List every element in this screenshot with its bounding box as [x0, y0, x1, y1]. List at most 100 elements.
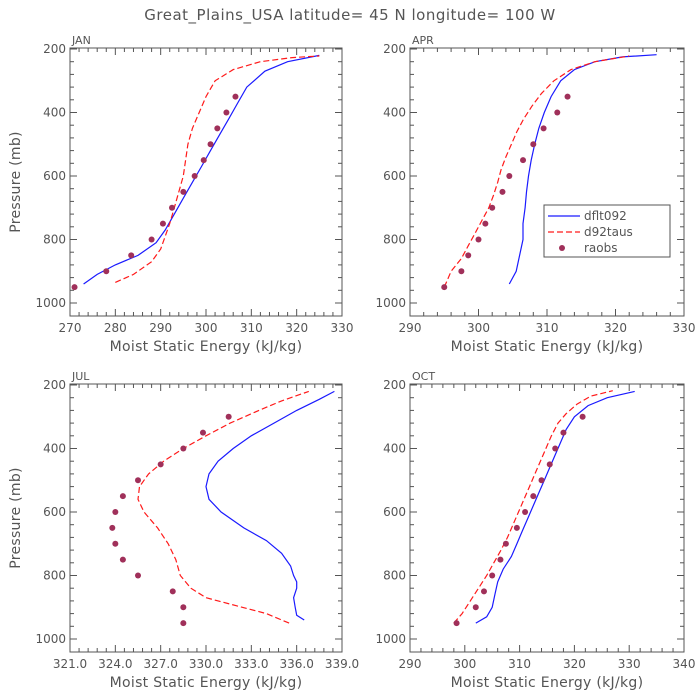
panel-label: JUL [71, 370, 90, 383]
raobs-point [522, 509, 529, 515]
raobs-point [482, 220, 489, 227]
raobs-point [112, 509, 119, 515]
raobs-point [191, 173, 198, 179]
raobs-point [180, 620, 187, 627]
raobs-point [546, 461, 553, 468]
raobs-point [513, 524, 520, 531]
raobs-point [489, 204, 496, 211]
x-tick-label: 320 [285, 321, 308, 335]
figure-title: Great_Plains_USA latitude= 45 N longitud… [144, 6, 555, 25]
raobs-point [119, 493, 126, 500]
y-axis-label: Pressure (mb) [8, 131, 24, 233]
y-tick-label: 400 [43, 442, 66, 456]
raobs-point [499, 188, 506, 195]
x-tick-label: 339.0 [325, 657, 359, 671]
y-tick-label: 600 [383, 505, 406, 519]
x-tick-label: 336.0 [279, 657, 313, 671]
dflt092-line [83, 54, 320, 285]
raobs-point [506, 173, 513, 179]
raobs-point [223, 109, 230, 116]
y-tick-label: 200 [43, 378, 66, 392]
y-tick-label: 400 [383, 106, 406, 120]
y-tick-label: 200 [383, 42, 406, 56]
raobs-point [214, 125, 221, 132]
raobs-point [103, 268, 110, 275]
dflt092-line [475, 390, 635, 624]
y-tick-label: 1000 [35, 296, 66, 310]
raobs-point [552, 445, 559, 452]
panel-jul: JUL 321.0 324.0 327.0 330.0 333.0 336.0 339.0 20… [8, 370, 359, 691]
raobs-point [109, 524, 116, 531]
y-tick-label: 400 [43, 106, 66, 120]
d92taus-line [115, 55, 320, 283]
raobs-point [148, 236, 155, 243]
x-tick-label: 270 [59, 321, 82, 335]
x-tick-label: 330 [331, 321, 354, 335]
x-axis-label: Moist Static Energy (kJ/kg) [451, 675, 644, 691]
x-tick-label: 320 [604, 321, 627, 335]
raobs-point [453, 620, 460, 627]
raobs-point [199, 429, 206, 436]
raobs-point [530, 493, 537, 500]
raobs-point [502, 540, 509, 547]
y-tick-label: 800 [43, 233, 66, 247]
raobs-point [579, 413, 586, 420]
legend-label-raobs: raobs [584, 241, 618, 255]
raobs-point [135, 572, 141, 579]
d92taus-line [453, 390, 613, 624]
x-axis-label: Moist Static Energy (kJ/kg) [110, 675, 303, 691]
x-tick-label: 280 [104, 321, 127, 335]
raobs-point [180, 604, 187, 611]
raobs-point [475, 236, 482, 243]
x-tick-label: 290 [399, 657, 422, 671]
raobs-point [538, 477, 545, 484]
y-tick-label: 800 [383, 569, 406, 583]
x-tick-label: 327.0 [143, 657, 177, 671]
raobs-point [458, 268, 465, 275]
legend-label-dflt092: dflt092 [584, 209, 627, 223]
x-tick-label: 324.0 [98, 657, 132, 671]
raobs-point [480, 588, 487, 595]
raobs-point [169, 204, 175, 211]
y-tick-label: 400 [383, 442, 406, 456]
raobs-point [200, 157, 207, 164]
raobs-point [119, 556, 126, 563]
x-tick-label: 321.0 [53, 657, 87, 671]
dflt092-line [508, 54, 657, 285]
x-tick-label: 330 [618, 657, 641, 671]
raobs-point [225, 413, 232, 420]
raobs-point [112, 540, 119, 547]
raobs-point [520, 157, 527, 164]
raobs-point [497, 556, 504, 563]
y-axis-label: Pressure (mb) [8, 467, 24, 569]
raobs-point [180, 188, 187, 195]
raobs-point [135, 477, 141, 484]
raobs-point [472, 604, 479, 611]
panel-jan: JAN 270 280 290 300 310 320 330 200 400 600 800 1000… [8, 34, 353, 355]
raobs-point [180, 445, 187, 452]
x-tick-label: 310 [240, 321, 263, 335]
raobs-point [232, 93, 239, 100]
raobs-point [540, 125, 547, 132]
x-tick-label: 300 [467, 321, 490, 335]
x-tick-label: 330 [673, 321, 696, 335]
raobs-point [560, 429, 567, 436]
x-tick-label: 340 [673, 657, 696, 671]
x-tick-label: 310 [536, 321, 559, 335]
raobs-point [71, 284, 78, 291]
d92taus-line [137, 390, 309, 624]
y-tick-label: 600 [43, 169, 66, 183]
y-tick-label: 800 [383, 233, 406, 247]
x-tick-label: 300 [453, 657, 476, 671]
plot-frame [69, 383, 343, 653]
panel-label: OCT [412, 370, 435, 383]
y-tick-label: 1000 [375, 632, 406, 646]
raobs-point [157, 461, 164, 468]
plot-frame [69, 47, 343, 317]
x-tick-label: 333.0 [234, 657, 268, 671]
panel-label: JAN [71, 34, 91, 47]
raobs-point [159, 220, 166, 227]
plot-frame [409, 383, 685, 653]
raobs-point [128, 252, 135, 259]
y-tick-label: 1000 [35, 632, 66, 646]
